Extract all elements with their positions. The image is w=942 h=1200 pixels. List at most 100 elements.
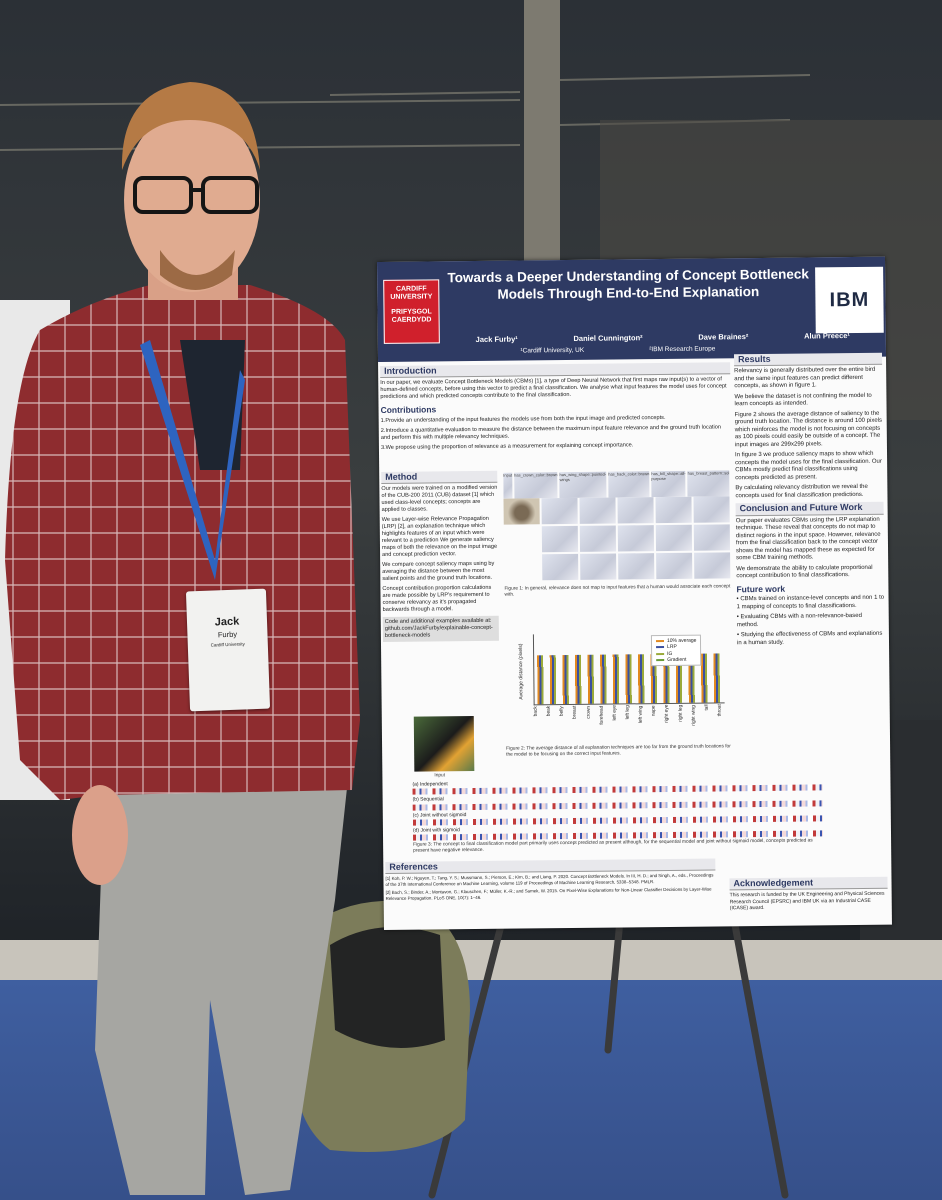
column-label: has_wing_shape::pointed-wings — [559, 471, 607, 499]
contribution: 2.Introduce a quantitative evaluation to… — [380, 424, 721, 441]
figure-2-legend: 10% average LRP IG Gradient — [650, 634, 702, 667]
results: Results Relevancy is generally distribut… — [733, 352, 886, 651]
figure-3-input-label: Input — [434, 773, 446, 779]
category: forehead — [599, 705, 605, 725]
logo-line: CAERDYDD — [391, 316, 432, 325]
category: left eye — [612, 705, 618, 722]
figure-1: Input has_crown_color::brown has_wing_shap… — [503, 470, 731, 602]
ibm-logo: IBM — [815, 266, 884, 334]
paragraph: We use Layer-wise Relevance Propagation … — [381, 516, 498, 559]
category: right eye — [665, 704, 671, 724]
future-item: • Studying the effectiveness of CBMs and… — [736, 630, 883, 646]
legend-entry: Gradient — [656, 656, 697, 663]
paragraph: Relevancy is generally distributed over … — [734, 367, 876, 390]
reference-list: [1] Koh, P. W.; Nguyen, T.; Tang, Y. S.;… — [385, 873, 715, 901]
figure-2-caption: Figure 2: The average distance of all ex… — [506, 744, 731, 758]
figure-1-grid — [503, 496, 731, 581]
category: breast — [573, 705, 579, 720]
paragraph: Our models were trained on a modified ve… — [381, 485, 498, 514]
shirt — [5, 285, 360, 800]
future-item: • Evaluating CBMs with a non-relevance-b… — [736, 613, 862, 628]
paragraph: In figure 3 we produce saliency maps to … — [735, 451, 882, 482]
figure-3-caption: Figure 3: The concept to final classific… — [413, 838, 813, 854]
section-heading: Acknowledgement — [729, 876, 888, 891]
pillar — [524, 0, 560, 270]
category: belly — [559, 706, 566, 716]
window-lights — [0, 74, 811, 151]
section-heading: Introduction — [380, 362, 731, 379]
reference: [1] Koh, P. W.; Nguyen, T.; Tang, Y. S.;… — [385, 872, 714, 887]
category: beak — [546, 706, 552, 717]
badge-first-name: Jack — [214, 615, 240, 629]
poster-title: Towards a Deeper Understanding of Concep… — [447, 266, 809, 303]
category: right leg — [678, 704, 684, 722]
figure-2-ylabel: Average distance (pixels) — [517, 643, 525, 700]
author: Daniel Cunnington² — [573, 333, 643, 343]
intro-text: In our paper, we evaluate Concept Bottle… — [380, 376, 727, 401]
paragraph: Concept contribution proportion calculat… — [382, 584, 492, 613]
hand — [72, 785, 128, 885]
author: Alun Preece¹ — [804, 331, 850, 341]
column-label: has_bill_shape::all-purpose — [651, 470, 686, 498]
badge-last-name: Furby — [217, 629, 238, 640]
paragraph: By calculating relevancy distribution we… — [735, 484, 868, 500]
affiliation: ¹Cardiff University, UK — [520, 346, 585, 355]
conclusion-paragraphs: Our paper evaluates CBMs using the LRP e… — [736, 516, 885, 581]
contribution: 1.Provide an understanding of the input … — [380, 414, 666, 424]
method: Method Our models were trained on a modi… — [381, 470, 499, 646]
figure-2: Average distance (pixels) 10% average LRP… — [511, 626, 732, 748]
legend-swatch — [656, 646, 665, 649]
column-label: has_back_color::brown — [608, 471, 650, 498]
legend-swatch — [655, 640, 664, 643]
backpack-pocket — [330, 927, 445, 1048]
results-paragraphs: Relevancy is generally distributed over … — [734, 367, 883, 501]
paragraph: We believe the dataset is not confining … — [734, 392, 872, 408]
author: Dave Braines² — [698, 332, 749, 342]
future-work-list: • CBMs trained on instance-level concept… — [737, 595, 886, 648]
name-badge: Jack Furby Cardiff University — [185, 588, 271, 712]
undershirt — [180, 340, 245, 470]
column-label: has_breast_pattern::solid — [687, 470, 730, 497]
category: back — [533, 706, 539, 717]
lanyard — [140, 340, 245, 580]
category: crown — [586, 705, 592, 719]
column-label: Input — [503, 472, 513, 499]
legend-swatch — [656, 652, 665, 655]
section-heading: Method — [381, 470, 498, 485]
paragraph: We compare concept saliency maps using b… — [382, 560, 495, 583]
code-note: Code and additional examples available a… — [382, 615, 499, 642]
affiliations: ¹Cardiff University, UK ²IBM Research Eur… — [488, 345, 748, 356]
legend-label: Gradient — [667, 656, 687, 663]
category: right wing — [691, 704, 697, 726]
subheading: Future work — [736, 583, 786, 594]
legend-swatch — [656, 658, 665, 661]
contributions: 1.Provide an understanding of the input … — [381, 414, 731, 452]
paragraph: Figure 2 shows the average distance of s… — [734, 410, 883, 449]
category: throat — [717, 704, 723, 717]
acknowledgement: Acknowledgement This research is funded … — [729, 876, 888, 916]
category: left wing — [638, 705, 644, 723]
badge-org: Cardiff University — [210, 641, 245, 648]
cardiff-logo: CARDIFF UNIVERSITY PRIFYSGOL CAERDYDD — [383, 279, 440, 344]
section-heading: Results — [733, 352, 883, 367]
authors: Jack Furby¹ Daniel Cunnington² Dave Braine… — [448, 331, 878, 345]
paragraph: Our paper evaluates CBMs using the LRP e… — [735, 516, 881, 562]
easel — [428, 906, 789, 1199]
category: left leg — [625, 705, 631, 720]
reference: [2] Bach, S.; Binder, A.; Montavon, G.; … — [385, 886, 712, 901]
introduction: Introduction In our paper, we evaluate C… — [380, 362, 731, 454]
figure-3: (a) Independent (b) Sequential (c) Joint w… — [412, 777, 824, 858]
figure-1-caption: Figure 1: In general, relevance does not… — [504, 584, 731, 598]
poster: CARDIFF UNIVERSITY PRIFYSGOL CAERDYDD Towar… — [377, 256, 892, 930]
poster-header: CARDIFF UNIVERSITY PRIFYSGOL CAERDYDD Towar… — [377, 256, 887, 362]
category: nape — [651, 705, 658, 716]
hair — [121, 82, 260, 170]
logo-line: UNIVERSITY — [390, 293, 433, 302]
acknowledgement-text: This research is funded by the UK Engine… — [729, 890, 885, 912]
affiliation: ²IBM Research Europe — [649, 345, 716, 354]
beard — [160, 250, 235, 290]
method-paragraphs: Our models were trained on a modified ve… — [381, 485, 498, 614]
paragraph: We demonstrate the ability to calculate … — [736, 564, 873, 580]
figure-3-rows: (a) Independent (b) Sequential (c) Joint w… — [412, 777, 824, 841]
